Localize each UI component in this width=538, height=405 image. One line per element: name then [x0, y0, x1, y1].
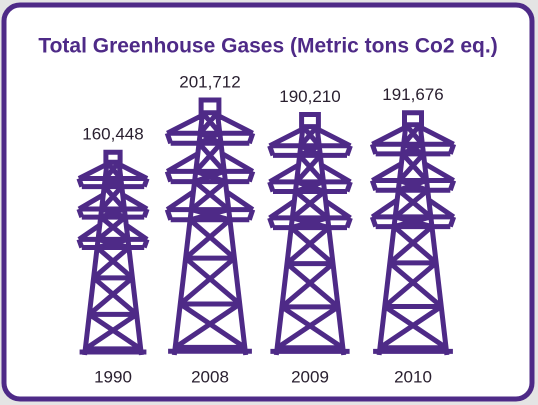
frame	[4, 5, 532, 399]
x-tick-label: 1990	[94, 367, 132, 386]
x-tick-label: 2009	[291, 367, 329, 386]
value-label: 201,712	[179, 72, 240, 91]
chart-title: Total Greenhouse Gases (Metric tons Co2 …	[38, 35, 497, 58]
value-label: 191,676	[382, 85, 443, 104]
value-label: 160,448	[82, 125, 143, 144]
page: Total Greenhouse Gases (Metric tons Co2 …	[0, 0, 538, 405]
x-tick-label: 2008	[191, 367, 229, 386]
x-tick-label: 2010	[394, 367, 432, 386]
value-label: 190,210	[279, 87, 340, 106]
chart: Total Greenhouse Gases (Metric tons Co2 …	[0, 0, 538, 405]
